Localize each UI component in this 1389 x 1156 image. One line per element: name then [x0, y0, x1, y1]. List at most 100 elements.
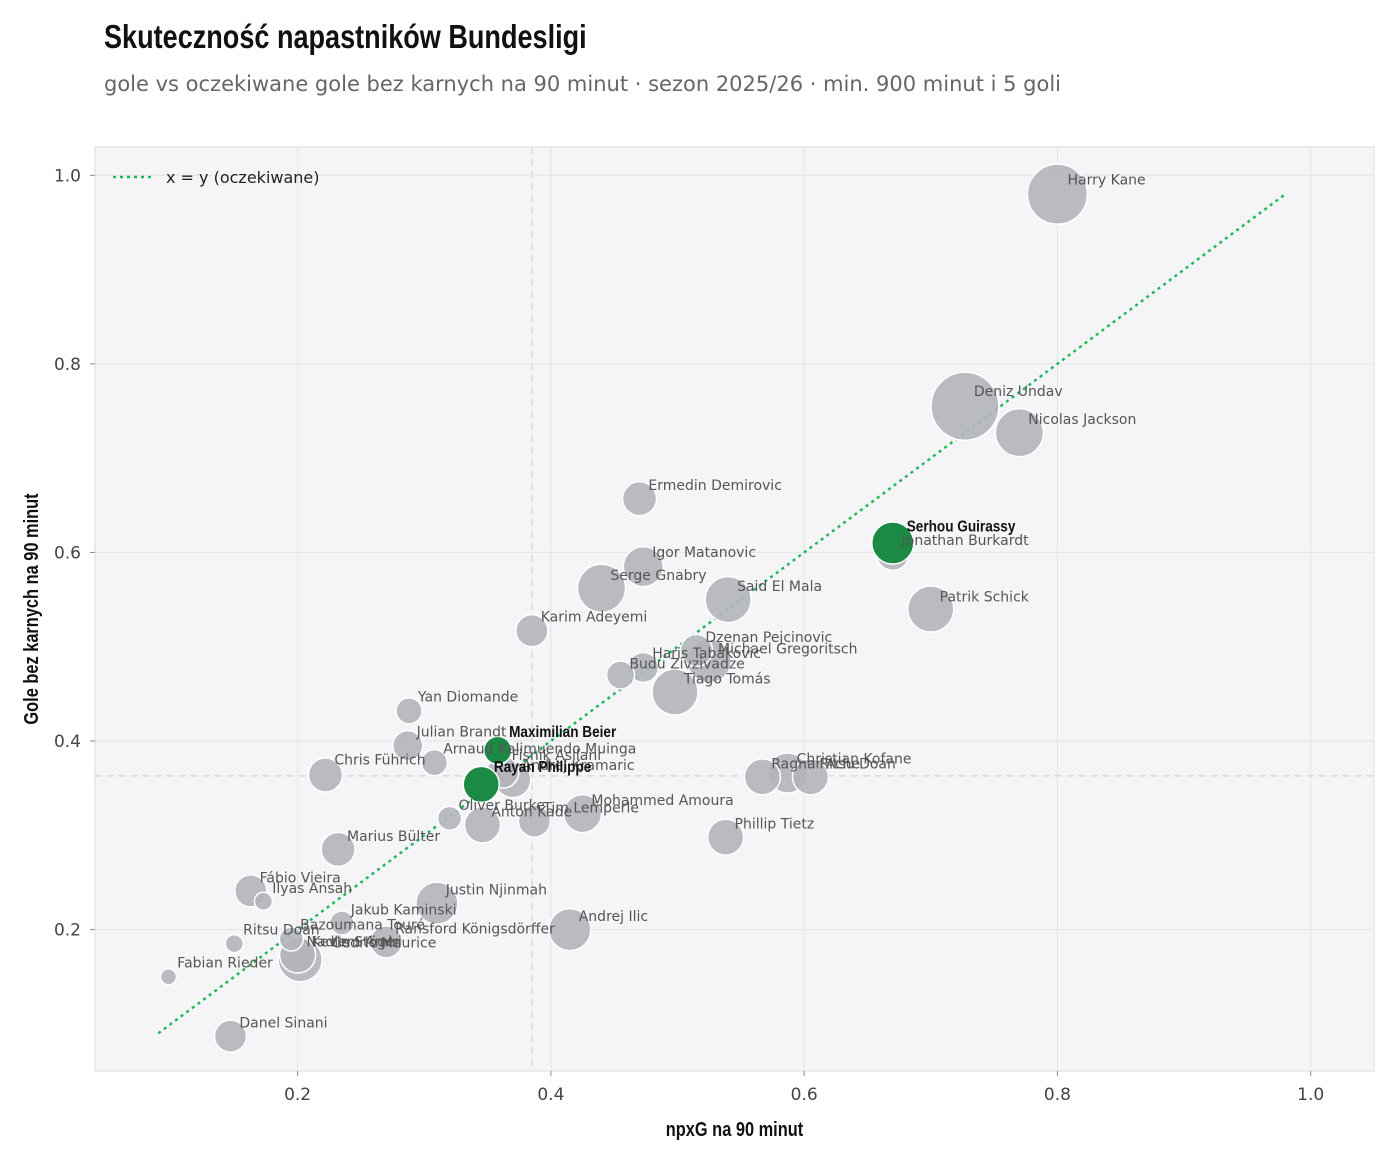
point-label: Justin Njinmah — [445, 883, 547, 899]
data-point — [463, 806, 502, 844]
data-point — [515, 613, 549, 648]
data-point — [320, 831, 356, 868]
data-point — [621, 480, 658, 517]
y-tick-label: 0.6 — [54, 543, 81, 563]
y-tick-label: 0.8 — [54, 355, 81, 375]
point-label: Anton Kade — [491, 804, 572, 820]
point-label: Kevin Stöger — [312, 935, 401, 951]
data-point — [994, 407, 1045, 458]
data-point — [791, 758, 830, 796]
data-point — [420, 748, 449, 777]
data-point — [706, 818, 745, 856]
data-point — [576, 563, 627, 614]
data-point — [704, 575, 752, 624]
x-tick-label: 0.8 — [1044, 1085, 1071, 1105]
point-label: Michael Gregoritsch — [718, 641, 857, 657]
point-label: Fisnik Asllani — [512, 748, 602, 764]
data-point — [517, 804, 552, 838]
point-label: Maximilian Beier — [509, 724, 616, 741]
point-label: Tiago Tomás — [683, 671, 771, 687]
legend-label: x = y (oczekiwane) — [166, 168, 320, 187]
data-point — [224, 933, 245, 954]
point-label: Ilyas Ansah — [272, 881, 352, 897]
point-label: Tim Lemperle — [542, 801, 639, 817]
data-point — [392, 729, 424, 762]
point-label: Dzenan Pejcinovic — [705, 630, 832, 646]
data-point — [213, 1019, 248, 1053]
point-label: Jonathan Burkardt — [901, 533, 1029, 549]
legend: x = y (oczekiwane) — [113, 168, 320, 187]
data-point — [743, 758, 782, 796]
data-point — [436, 805, 463, 832]
x-tick-label: 0.2 — [284, 1085, 311, 1105]
data-point — [871, 521, 915, 565]
data-point — [462, 765, 500, 804]
mean-lines — [95, 147, 1374, 1071]
point-label: Andrej Ilic — [579, 909, 648, 925]
data-point — [307, 757, 344, 793]
grid — [95, 147, 1374, 1071]
point-label: Mohammed Amoura — [591, 793, 733, 809]
data-point — [679, 633, 714, 668]
data-point — [482, 735, 513, 766]
data-point — [159, 967, 178, 986]
point-label: Ermedin Demirovic — [648, 478, 782, 494]
data-point — [605, 660, 636, 690]
point-label: Ritsu Doan — [243, 922, 320, 938]
data-point — [651, 668, 699, 716]
point-label: Marius Bülter — [347, 829, 440, 845]
data-point — [253, 891, 274, 912]
point-label: Ritsu Doan — [819, 756, 896, 772]
data-point — [369, 925, 404, 959]
point-label: Christian Kofane — [797, 752, 912, 768]
point-label: Haris Tabakovic — [652, 646, 761, 662]
point-label: Arnaud Kalimuendo Muinga — [443, 741, 636, 757]
data-point — [329, 910, 355, 936]
point-label: Igor Matanovic — [652, 545, 756, 561]
point-label: Chris Führich — [334, 753, 425, 769]
chart-subtitle: gole vs oczekiwane gole bez karnych na 9… — [104, 72, 1062, 96]
point-label: Harry Kane — [1068, 173, 1146, 189]
point-label: Nadiem Amiri — [306, 935, 401, 951]
point-label: Bazoumana Touré — [300, 918, 425, 934]
point-labels: Harry Kane Deniz Undav Nicolas Jackson Erme… — [177, 173, 1145, 1032]
x-tick-label: 0.6 — [791, 1085, 818, 1105]
point-label: Phillip Tietz — [735, 817, 815, 833]
point-label: Patrik Schick — [940, 589, 1030, 605]
point-label: Danel Sinani — [239, 1016, 327, 1032]
point-label: Budu Zivzivadze — [629, 656, 744, 672]
data-points — [159, 163, 1089, 1053]
data-point — [622, 545, 665, 588]
point-label: Oliver Burke — [458, 798, 544, 814]
point-label: Fabian Rieder — [177, 955, 273, 971]
data-point — [278, 926, 305, 952]
point-label: Jakub Kaminski — [350, 902, 457, 918]
data-point — [548, 907, 592, 952]
axis-ticks: 0.2 0.4 0.6 0.8 1.0 0.2 0.4 0.6 0.8 1.0 — [54, 166, 1324, 1105]
point-label: Ransford Königsdörffer — [395, 921, 555, 937]
data-point — [930, 371, 1000, 442]
point-label: Cedric Maurice — [332, 935, 437, 951]
point-label: Julian Brandt — [416, 724, 507, 740]
x-tick-label: 1.0 — [1297, 1085, 1324, 1105]
data-point — [1026, 163, 1089, 225]
x-axis-title: npxG na 90 minut — [666, 1117, 803, 1140]
point-label: Said El Mala — [737, 579, 822, 595]
data-point — [395, 697, 423, 725]
point-label: Fábio Vieira — [260, 870, 341, 886]
point-label: Rayan Philippe — [494, 759, 591, 776]
point-label: Ragnar Ache — [771, 756, 860, 772]
x-tick-label: 0.4 — [537, 1085, 564, 1105]
data-point — [415, 881, 459, 925]
y-axis-title: Gole bez karnych na 90 minut — [19, 493, 42, 724]
point-label: Nicolas Jackson — [1028, 412, 1136, 428]
point-label: Andrej Kramaric — [522, 758, 635, 774]
point-label: Deniz Undav — [974, 384, 1063, 400]
point-label: Karim Adeyemi — [541, 609, 648, 625]
data-point — [907, 585, 955, 633]
y-tick-label: 0.2 — [54, 921, 81, 941]
point-label: Serge Gnabry — [610, 568, 706, 584]
data-point — [562, 793, 603, 834]
point-label: Serhou Guirassy — [907, 519, 1016, 536]
